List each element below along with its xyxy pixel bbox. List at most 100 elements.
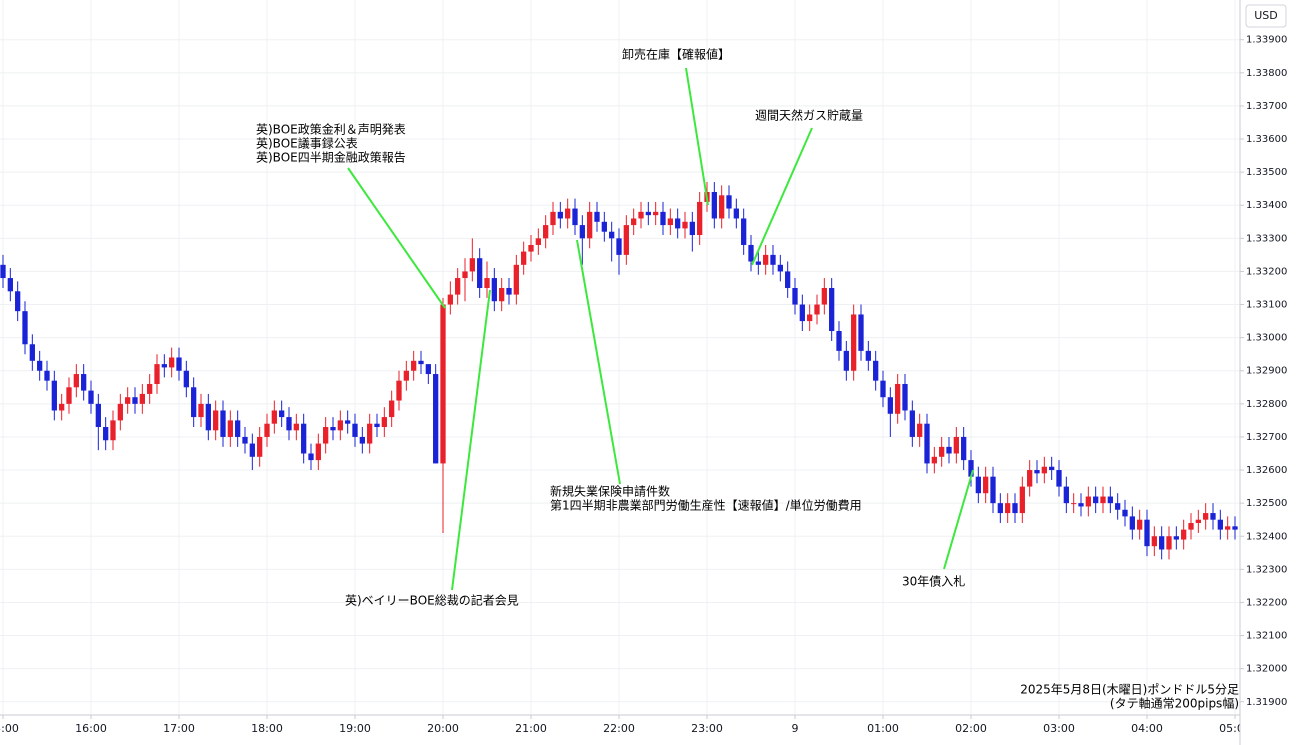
annotation: 新規失業保険申請件数	[550, 484, 670, 499]
candle-body	[1173, 536, 1179, 540]
x-tick-label: 9	[792, 722, 799, 735]
candle-body	[345, 420, 351, 424]
candle-body	[931, 456, 937, 464]
candle-body	[411, 360, 417, 371]
candle-body	[213, 410, 219, 431]
candle-body	[513, 264, 519, 295]
candle-body	[733, 208, 739, 219]
candle-body	[88, 390, 94, 404]
candle-body	[1195, 519, 1201, 524]
candle-body	[44, 370, 50, 381]
candle-body	[22, 311, 28, 345]
candle-body	[587, 211, 593, 239]
y-tick-label: 1.32500	[1246, 498, 1287, 509]
candle-body	[1012, 503, 1018, 514]
candle-body	[777, 264, 783, 272]
annotation: 英)BOE四半期金融政策報告	[256, 150, 406, 165]
candle-body	[638, 211, 644, 219]
grid	[0, 0, 1240, 715]
candle-body	[887, 397, 893, 414]
candle-body	[73, 374, 79, 388]
callout-line	[576, 239, 621, 485]
candle-body	[697, 201, 703, 236]
candle-body	[1027, 470, 1033, 487]
candle-body	[953, 436, 959, 454]
candle-body	[763, 254, 769, 265]
candle-body	[169, 357, 175, 368]
candle-body	[242, 436, 248, 444]
candle-body	[799, 304, 805, 322]
note: (タテ軸通常200pips幅)	[1110, 696, 1239, 711]
annotation: 週間天然ガス貯蔵量	[755, 108, 863, 123]
candle-body	[403, 370, 409, 381]
candle-body	[1166, 536, 1172, 550]
candle-body	[990, 476, 996, 504]
candle-body	[359, 436, 365, 444]
candle-body	[1217, 519, 1223, 530]
candle-body	[1137, 519, 1143, 530]
candle-body	[653, 211, 659, 216]
candle-body	[499, 287, 505, 302]
candle-body	[521, 251, 527, 265]
candle-body	[983, 476, 989, 494]
y-tick-label: 1.33700	[1246, 101, 1287, 112]
candle-body	[829, 287, 835, 332]
callout-line	[943, 469, 974, 570]
candle-body	[147, 383, 153, 394]
candle-body	[1203, 513, 1209, 520]
candle-body	[66, 387, 72, 404]
x-tick-label: 19:00	[339, 722, 371, 735]
x-tick-label: 18:00	[251, 722, 283, 735]
candle-body	[249, 443, 255, 457]
y-tick-label: 1.32000	[1246, 664, 1287, 675]
candle-body	[110, 420, 116, 441]
candle-body	[1129, 516, 1135, 530]
candle-body	[997, 503, 1003, 514]
candle-body	[623, 225, 629, 255]
y-tick-label: 1.32200	[1246, 597, 1287, 608]
candle-body	[770, 254, 776, 265]
candle-body	[748, 244, 754, 262]
candle-body	[557, 211, 563, 219]
y-tick-label: 1.33800	[1246, 68, 1287, 79]
currency: USD	[1254, 9, 1278, 22]
candle-body	[565, 208, 571, 219]
candle-body	[924, 423, 930, 464]
candle-body	[81, 374, 87, 391]
y-tick-label: 1.31900	[1246, 697, 1287, 708]
candle-body	[1034, 470, 1040, 474]
candle-body	[264, 423, 270, 437]
candle-body	[469, 258, 475, 272]
candle-body	[1093, 496, 1099, 504]
candle-body	[455, 278, 461, 295]
candles	[0, 182, 1238, 560]
candle-body	[851, 314, 857, 371]
candle-body	[1005, 503, 1011, 514]
candle-body	[308, 453, 314, 461]
callouts	[347, 67, 974, 591]
candle-body	[579, 225, 585, 239]
candle-body	[37, 360, 43, 371]
candle-body	[103, 427, 109, 441]
candle-body	[601, 221, 607, 232]
candle-body	[315, 443, 321, 461]
candle-body	[301, 423, 307, 454]
candle-body	[257, 436, 263, 457]
candle-body	[543, 225, 549, 239]
candle-body	[1210, 513, 1216, 520]
candle-body	[895, 383, 901, 414]
candle-body	[902, 383, 908, 411]
candle-body	[198, 403, 204, 418]
x-tick-label: 22:00	[603, 722, 635, 735]
candle-body	[205, 403, 211, 431]
candle-body	[1100, 496, 1106, 504]
candle-body	[1056, 470, 1062, 487]
y-tick-label: 1.33000	[1246, 333, 1287, 344]
y-tick-label: 1.32700	[1246, 432, 1287, 443]
candle-body	[609, 231, 615, 239]
y-tick-label: 1.33500	[1246, 167, 1287, 178]
candle-body	[1225, 526, 1231, 530]
candle-body	[631, 218, 637, 226]
candle-body	[0, 264, 6, 279]
